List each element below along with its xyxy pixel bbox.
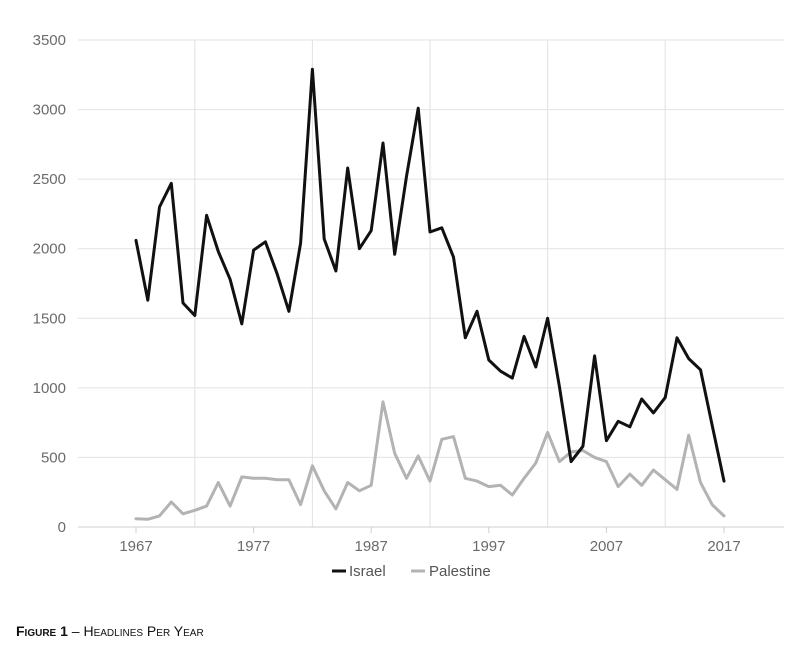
series-lines (134, 67, 726, 521)
x-tick-labels: 1967 1977 1987 1997 2007 2017 (119, 538, 740, 555)
y-tick-label: 2000 (33, 241, 66, 258)
y-gridlines (78, 39, 784, 528)
y-tick-label: 3500 (33, 32, 66, 49)
x-tick-label: 1977 (237, 538, 270, 555)
caption-lead: Figure 1 (16, 623, 68, 639)
y-tick-label: 500 (41, 449, 66, 466)
x-tick-label: 1997 (472, 538, 505, 555)
legend-label-palestine: Palestine (429, 563, 491, 580)
x-tick-label: 1967 (119, 538, 152, 555)
caption-text: – Headlines Per Year (67, 623, 204, 639)
y-tick-label: 0 (58, 519, 66, 536)
y-tick-label: 1000 (33, 380, 66, 397)
x-gridlines (194, 40, 666, 527)
line-chart: 0 500 1000 1500 2000 2500 3000 3500 1967 1977 198… (33, 32, 784, 580)
y-tick-label: 1500 (33, 310, 66, 327)
legend-label-israel: Israel (349, 563, 386, 580)
x-tick-label: 2017 (707, 538, 740, 555)
figure-caption: Figure 1 – Headlines Per Year (16, 623, 204, 639)
y-tick-labels: 0 500 1000 1500 2000 2500 3000 3500 (33, 32, 66, 536)
legend: Israel Palestine (332, 563, 491, 580)
y-tick-label: 2500 (33, 171, 66, 188)
x-axis (78, 526, 784, 533)
y-tick-label: 3000 (33, 102, 66, 119)
x-tick-label: 1987 (355, 538, 388, 555)
x-tick-label: 2007 (590, 538, 623, 555)
